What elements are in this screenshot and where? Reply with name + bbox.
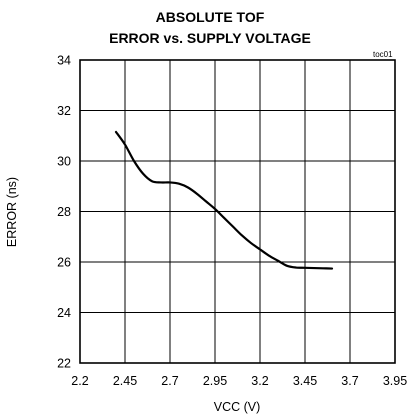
y-axis-label: ERROR (ns)	[5, 177, 19, 247]
x-tick-label-2: 2.7	[161, 374, 178, 388]
series-line-0	[114, 130, 334, 270]
x-tick-label-5: 3.45	[293, 374, 317, 388]
x-tick-label-3: 2.95	[203, 374, 227, 388]
y-tick-label-1: 24	[57, 306, 71, 320]
y-tick-label-4: 30	[57, 155, 71, 169]
x-axis-label: VCC (V)	[214, 400, 261, 414]
chart-series	[114, 130, 334, 270]
chart-title-line-2: ERROR vs. SUPPLY VOLTAGE	[109, 30, 311, 46]
chart-tick-labels: 2.2 2.45 2.7 2.95 3.2 3.45 3.7 3.95 22 24 26 28 30 32…	[57, 54, 407, 389]
y-tick-label-2: 26	[57, 256, 71, 270]
chart-grid	[80, 60, 395, 363]
chart-title-line-1: ABSOLUTE TOF	[156, 9, 265, 25]
y-tick-label-3: 28	[57, 205, 71, 219]
y-tick-label-0: 22	[57, 357, 71, 371]
chart-annotation: toc01	[373, 50, 393, 59]
x-tick-label-1: 2.45	[113, 374, 137, 388]
x-tick-label-6: 3.7	[341, 374, 358, 388]
x-tick-label-4: 3.2	[251, 374, 268, 388]
y-tick-label-6: 34	[57, 54, 71, 68]
y-tick-label-5: 32	[57, 104, 71, 118]
x-tick-label-0: 2.2	[71, 374, 88, 388]
x-tick-label-7: 3.95	[383, 374, 407, 388]
plot-area-frame	[79, 59, 396, 364]
